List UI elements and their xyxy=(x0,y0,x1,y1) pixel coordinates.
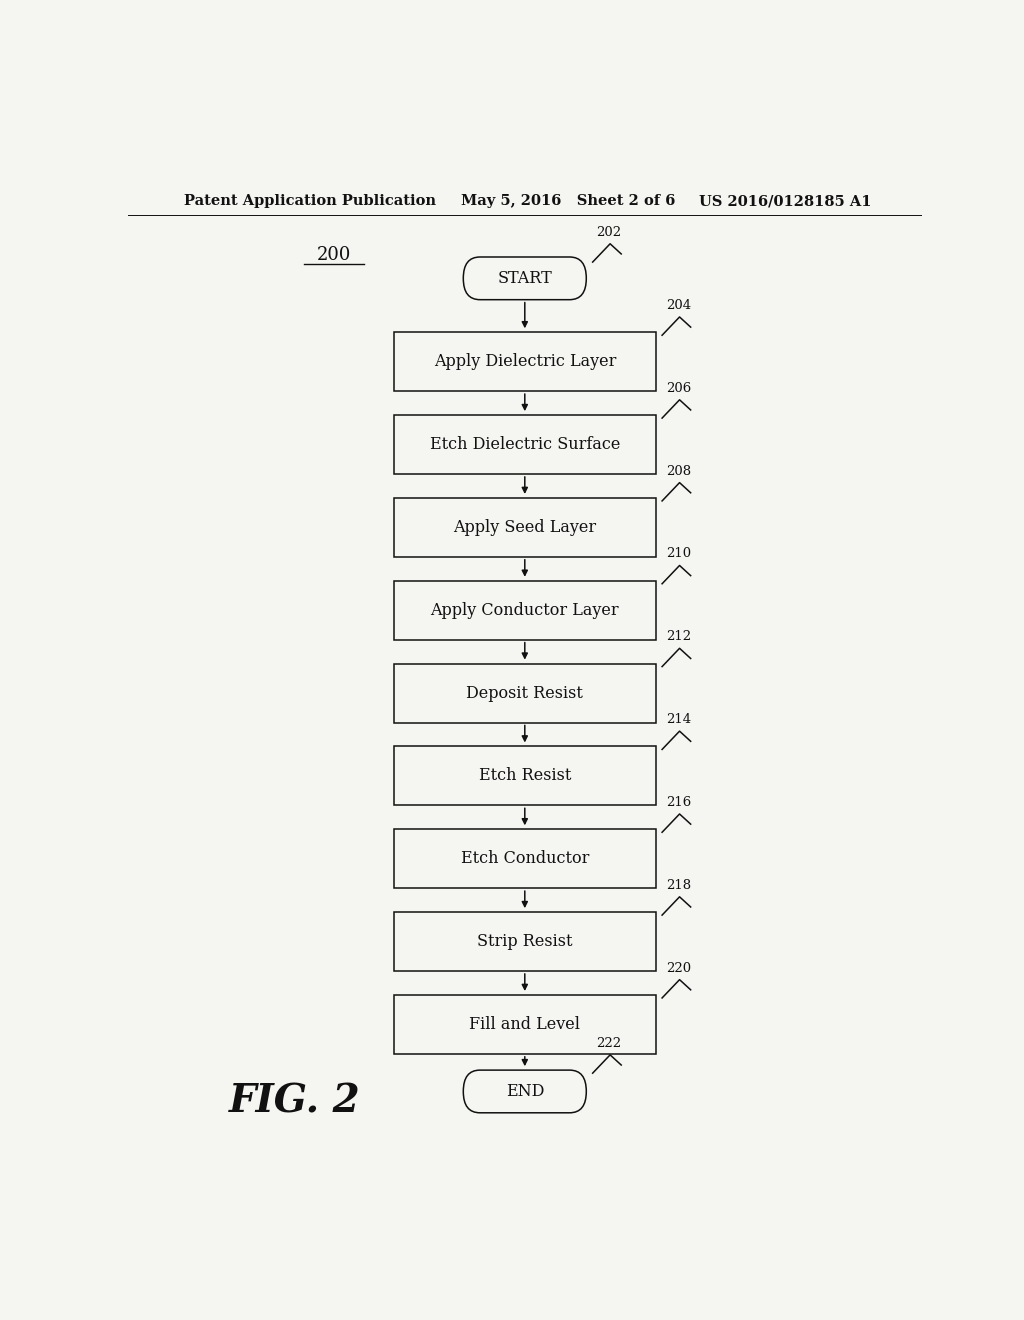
Text: 212: 212 xyxy=(666,630,691,643)
Text: Fill and Level: Fill and Level xyxy=(469,1016,581,1032)
Text: 220: 220 xyxy=(666,961,691,974)
FancyBboxPatch shape xyxy=(463,1071,587,1113)
Text: Deposit Resist: Deposit Resist xyxy=(466,685,584,701)
Text: 204: 204 xyxy=(666,298,691,312)
Text: 208: 208 xyxy=(666,465,691,478)
Text: 210: 210 xyxy=(666,548,691,561)
Text: 206: 206 xyxy=(666,381,691,395)
Text: 200: 200 xyxy=(317,246,351,264)
Text: 218: 218 xyxy=(666,879,691,892)
FancyBboxPatch shape xyxy=(394,333,655,391)
Text: 214: 214 xyxy=(666,713,691,726)
FancyBboxPatch shape xyxy=(394,912,655,972)
Text: 216: 216 xyxy=(666,796,691,809)
Text: 222: 222 xyxy=(597,1036,622,1049)
Text: FIG. 2: FIG. 2 xyxy=(228,1082,360,1121)
Text: END: END xyxy=(506,1082,544,1100)
Text: May 5, 2016   Sheet 2 of 6: May 5, 2016 Sheet 2 of 6 xyxy=(461,194,676,209)
Text: Apply Conductor Layer: Apply Conductor Layer xyxy=(430,602,620,619)
FancyBboxPatch shape xyxy=(394,746,655,805)
Text: 202: 202 xyxy=(597,226,622,239)
FancyBboxPatch shape xyxy=(463,257,587,300)
FancyBboxPatch shape xyxy=(394,498,655,557)
FancyBboxPatch shape xyxy=(394,664,655,722)
Text: Patent Application Publication: Patent Application Publication xyxy=(183,194,435,209)
Text: Strip Resist: Strip Resist xyxy=(477,933,572,950)
FancyBboxPatch shape xyxy=(394,995,655,1053)
FancyBboxPatch shape xyxy=(394,829,655,888)
Text: Etch Resist: Etch Resist xyxy=(478,767,571,784)
Text: START: START xyxy=(498,269,552,286)
Text: Etch Dielectric Surface: Etch Dielectric Surface xyxy=(430,436,620,453)
FancyBboxPatch shape xyxy=(394,581,655,640)
Text: Apply Seed Layer: Apply Seed Layer xyxy=(454,519,596,536)
Text: US 2016/0128185 A1: US 2016/0128185 A1 xyxy=(699,194,871,209)
Text: Apply Dielectric Layer: Apply Dielectric Layer xyxy=(433,354,616,370)
FancyBboxPatch shape xyxy=(394,414,655,474)
Text: Etch Conductor: Etch Conductor xyxy=(461,850,589,867)
